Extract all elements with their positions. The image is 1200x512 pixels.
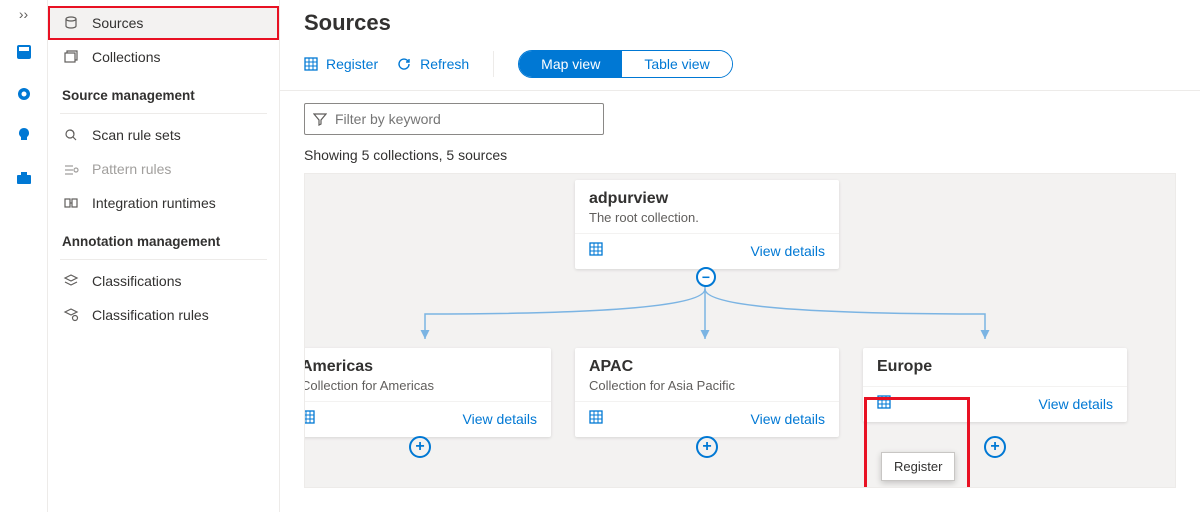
card-americas[interactable]: Americas Collection for Americas View de…	[304, 348, 551, 437]
view-details-link[interactable]: View details	[463, 411, 537, 427]
page-title: Sources	[280, 0, 1200, 46]
scan-icon	[62, 126, 80, 144]
sidebar-label: Scan rule sets	[92, 127, 181, 143]
card-title: adpurview	[589, 190, 825, 208]
refresh-icon	[396, 56, 412, 72]
sidebar-item-sources[interactable]: Sources	[48, 6, 279, 40]
card-root[interactable]: adpurview The root collection. View deta…	[575, 180, 839, 269]
expand-node-button[interactable]: +	[984, 436, 1006, 458]
toolbar: Register Refresh Map view Table view	[280, 46, 1200, 91]
table-view-tab[interactable]: Table view	[622, 51, 731, 77]
register-button[interactable]: Register	[304, 56, 378, 72]
main-area: Sources Register Refresh Map view Table …	[280, 0, 1200, 512]
sidebar-item-classifications[interactable]: Classifications	[48, 264, 279, 298]
sidebar-item-integration-runtimes[interactable]: Integration runtimes	[48, 186, 279, 220]
card-register-icon[interactable]	[589, 242, 603, 259]
tag-rule-icon	[62, 306, 80, 324]
view-details-link[interactable]: View details	[751, 411, 825, 427]
refresh-button[interactable]: Refresh	[396, 56, 469, 72]
card-subtitle: Collection for Americas	[304, 378, 537, 393]
sidebar-item-classification-rules[interactable]: Classification rules	[48, 298, 279, 332]
icon-rail: ››	[0, 0, 48, 512]
section-source-mgmt: Source management	[48, 74, 279, 109]
card-apac[interactable]: APAC Collection for Asia Pacific View de…	[575, 348, 839, 437]
sidebar-label: Integration runtimes	[92, 195, 216, 211]
register-icon	[304, 57, 318, 71]
view-details-link[interactable]: View details	[1039, 396, 1113, 412]
rail-insight-icon[interactable]	[12, 124, 36, 148]
divider	[60, 259, 267, 260]
card-title: Europe	[877, 358, 1113, 376]
database-icon	[62, 14, 80, 32]
sidebar-label: Collections	[92, 49, 160, 65]
sidebar-label: Pattern rules	[92, 161, 171, 177]
sidebar-label: Sources	[92, 15, 143, 31]
expand-rail-icon[interactable]: ››	[19, 6, 28, 22]
divider	[60, 113, 267, 114]
map-canvas[interactable]: adpurview The root collection. View deta…	[304, 173, 1176, 488]
card-title: APAC	[589, 358, 825, 376]
register-tooltip: Register	[881, 452, 955, 481]
tag-icon	[62, 272, 80, 290]
filter-input-wrap[interactable]	[304, 103, 604, 135]
section-annotation-mgmt: Annotation management	[48, 220, 279, 255]
expand-node-button[interactable]: +	[696, 436, 718, 458]
sidebar-item-collections[interactable]: Collections	[48, 40, 279, 74]
collapse-node-button[interactable]: −	[696, 267, 716, 287]
runtime-icon	[62, 194, 80, 212]
toolbar-divider	[493, 51, 494, 77]
filter-icon	[313, 112, 327, 126]
card-title: Americas	[304, 358, 537, 376]
collections-icon	[62, 48, 80, 66]
card-register-icon[interactable]	[589, 410, 603, 427]
card-subtitle: The root collection.	[589, 210, 825, 225]
pattern-icon	[62, 160, 80, 178]
sidebar: Sources Collections Source management Sc…	[48, 0, 280, 512]
card-register-icon[interactable]	[304, 410, 315, 427]
filter-input[interactable]	[335, 111, 595, 127]
sidebar-item-scan-rule-sets[interactable]: Scan rule sets	[48, 118, 279, 152]
rail-map-icon[interactable]	[12, 82, 36, 106]
sidebar-label: Classification rules	[92, 307, 209, 323]
map-view-tab[interactable]: Map view	[519, 51, 622, 77]
sidebar-item-pattern-rules[interactable]: Pattern rules	[48, 152, 279, 186]
result-count: Showing 5 collections, 5 sources	[280, 143, 1200, 173]
view-toggle: Map view Table view	[518, 50, 733, 78]
expand-node-button[interactable]: +	[409, 436, 431, 458]
card-subtitle: Collection for Asia Pacific	[589, 378, 825, 393]
view-details-link[interactable]: View details	[751, 243, 825, 259]
rail-toolbox-icon[interactable]	[12, 166, 36, 190]
rail-data-icon[interactable]	[12, 40, 36, 64]
sidebar-label: Classifications	[92, 273, 181, 289]
